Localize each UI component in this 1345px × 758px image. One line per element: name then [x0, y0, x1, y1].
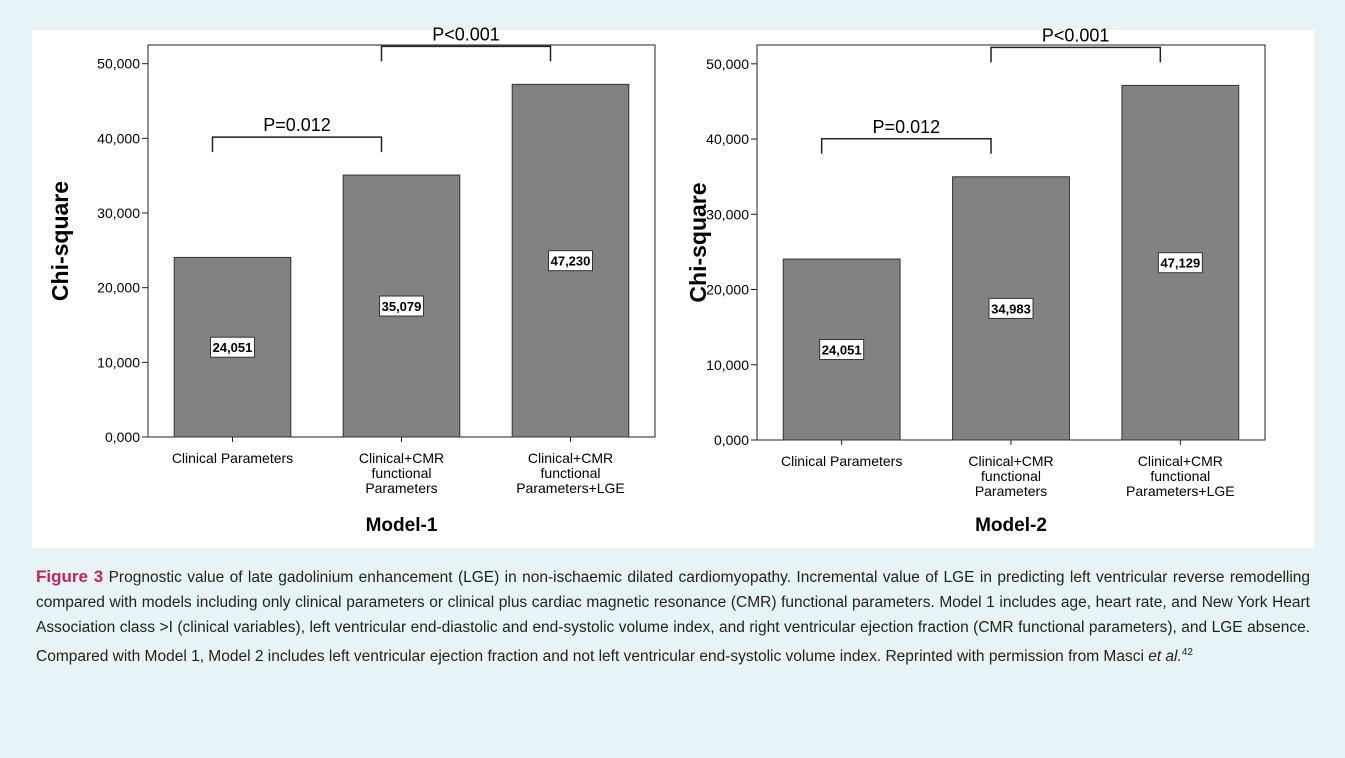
value-label-box — [1157, 252, 1203, 274]
value-label: 24,051 — [822, 343, 862, 358]
x-tick-label: Clinical+CMR functional Parameters+LGE — [516, 450, 625, 496]
x-axis-label: Model-2 — [975, 515, 1047, 536]
y-tick-label: 10,000 — [97, 354, 140, 370]
value-label-box — [210, 336, 255, 358]
y-tick-label: 20,000 — [97, 280, 140, 296]
annotation: P<0.001 — [1042, 25, 1110, 45]
y-tick-label: 10,000 — [706, 357, 749, 373]
x-tick-label: Clinical+CMR functional Parameters — [968, 453, 1053, 499]
y-tick-label: 0,000 — [105, 429, 140, 445]
value-label-box — [819, 339, 865, 361]
bracket — [211, 136, 383, 153]
value-label: 24,051 — [213, 340, 253, 355]
value-label: 47,230 — [551, 254, 591, 269]
caption-text: Prognostic value of late gadolinium enha… — [36, 569, 1311, 666]
y-tick-label: 50,000 — [97, 56, 140, 72]
value-label-box — [988, 297, 1034, 319]
y-tick-label: 40,000 — [97, 130, 140, 146]
bracket — [380, 45, 552, 62]
annotation: P<0.001 — [432, 24, 500, 44]
annotation: P=0.012 — [263, 115, 331, 135]
y-tick-label: 50,000 — [706, 56, 749, 72]
caption-label: Figure 3 — [36, 567, 104, 586]
caption-italic: et al. — [1148, 648, 1182, 666]
bracket — [990, 46, 1162, 63]
x-tick-label: Clinical Parameters — [172, 450, 293, 466]
y-tick-label: 40,000 — [706, 131, 749, 147]
y-tick-label: 0,000 — [714, 432, 749, 448]
value-label-box — [548, 250, 593, 272]
y-tick-label: 30,000 — [97, 205, 140, 221]
y-tick-label: 20,000 — [706, 282, 749, 298]
y-tick-label: 30,000 — [706, 206, 749, 222]
caption: Figure 3 Prognostic value of late gadoli… — [36, 564, 1310, 669]
x-tick-label: Clinical+CMR functional Parameters+LGE — [1126, 453, 1235, 499]
x-tick-label: Clinical+CMR functional Parameters — [359, 450, 444, 496]
value-label: 34,983 — [991, 301, 1031, 316]
x-axis-label: Model-1 — [366, 515, 438, 536]
value-label: 35,079 — [382, 299, 422, 314]
x-tick-label: Clinical Parameters — [781, 453, 902, 469]
value-label-box — [379, 295, 424, 317]
value-label: 47,129 — [1160, 256, 1200, 271]
bracket — [820, 138, 992, 154]
caption-ref: 42 — [1181, 647, 1193, 658]
chart: 0,000 10,000 20,000 30,000 40,000 50,000 24,05… — [47, 24, 1266, 536]
y-axis-label: Chi-square — [47, 181, 73, 301]
annotation: P=0.012 — [873, 117, 941, 137]
y-axis-label: Chi-square — [685, 182, 711, 302]
